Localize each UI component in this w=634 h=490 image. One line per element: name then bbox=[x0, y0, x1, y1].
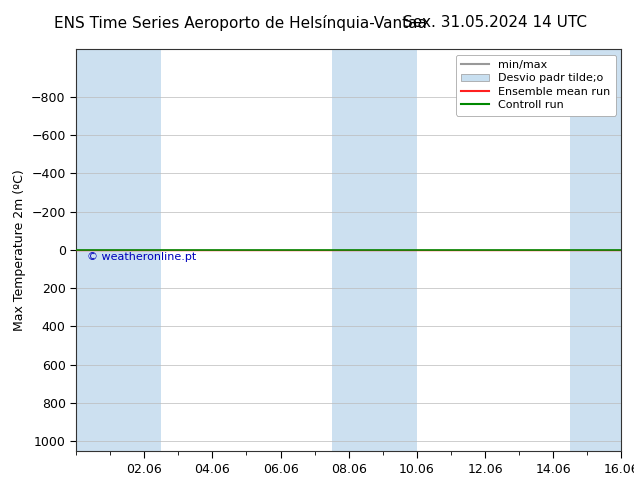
Bar bbox=[332, 49, 417, 451]
Text: ENS Time Series Aeroporto de Helsínquia-Vantaa: ENS Time Series Aeroporto de Helsínquia-… bbox=[55, 15, 427, 31]
Text: Sex. 31.05.2024 14 UTC: Sex. 31.05.2024 14 UTC bbox=[403, 15, 586, 30]
Bar bbox=[76, 49, 161, 451]
Y-axis label: Max Temperature 2m (ºC): Max Temperature 2m (ºC) bbox=[13, 169, 25, 331]
Legend: min/max, Desvio padr tilde;o, Ensemble mean run, Controll run: min/max, Desvio padr tilde;o, Ensemble m… bbox=[456, 54, 616, 116]
Bar bbox=[570, 49, 621, 451]
Text: © weatheronline.pt: © weatheronline.pt bbox=[87, 252, 197, 262]
